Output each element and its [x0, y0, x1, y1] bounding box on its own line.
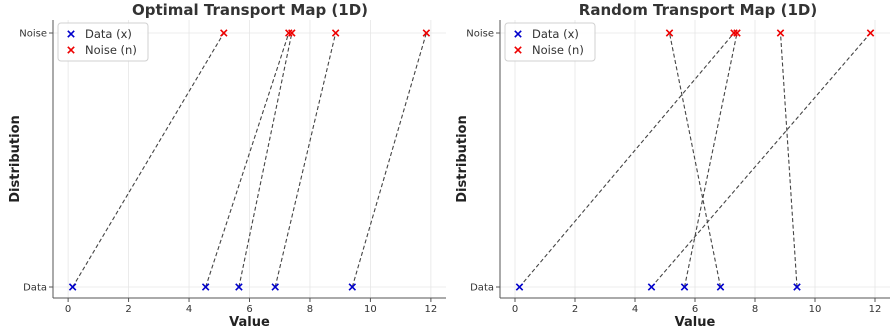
legend-marker	[67, 30, 75, 38]
noise-point	[733, 29, 741, 37]
noise-point	[331, 29, 340, 37]
data-point	[793, 283, 801, 291]
x-axis-label: Value	[229, 315, 270, 330]
x-tick-label: 8	[752, 304, 758, 315]
y-axis-label: Distribution	[455, 115, 470, 202]
data-point	[647, 283, 656, 291]
x-tick-label: 6	[692, 304, 698, 315]
x-tick-label: 10	[364, 304, 377, 315]
legend: Data (x) Noise (n)	[57, 22, 149, 62]
transport-line	[683, 32, 738, 288]
legend-label: Noise (n)	[532, 43, 584, 57]
data-point	[235, 283, 243, 291]
legend-marker	[67, 46, 75, 54]
noise-point	[220, 29, 228, 37]
legend-box	[57, 22, 149, 62]
transport-line	[238, 32, 293, 288]
x-tick-label: 4	[632, 304, 638, 315]
data-point	[716, 283, 725, 291]
x-tick-label: 2	[125, 304, 131, 315]
y-tick-label: Noise	[466, 29, 494, 40]
legend-box	[504, 22, 596, 62]
legend: Data (x) Noise (n)	[504, 22, 596, 62]
x-tick-label: 0	[65, 304, 71, 315]
noise-point	[288, 29, 296, 37]
x-tick-label: 10	[809, 304, 822, 315]
x-tick-label: 12	[869, 304, 882, 315]
legend-label: Data (x)	[532, 27, 579, 41]
transport-line	[779, 32, 798, 288]
noise-point	[866, 29, 875, 37]
transport-line	[351, 32, 427, 288]
chart-title: Optimal Transport Map (1D)	[132, 1, 368, 19]
x-tick-label: 12	[425, 304, 438, 315]
x-axis-label: Value	[675, 315, 716, 330]
transport-line	[72, 32, 225, 288]
legend-label: Noise (n)	[85, 43, 137, 57]
noise-point	[422, 29, 431, 37]
noise-point	[776, 29, 785, 37]
x-tick-label: 4	[186, 304, 192, 315]
y-tick-label: Data	[23, 283, 47, 294]
x-tick-label: 2	[572, 304, 578, 315]
x-tick-label: 0	[512, 304, 518, 315]
chart-panel-1: Optimal Transport Map (1D) 0 2 4 6 8 10 12 Data N…	[8, 1, 446, 330]
noise-point	[665, 29, 674, 37]
chart-title: Random Transport Map (1D)	[579, 1, 817, 19]
transport-line	[668, 32, 722, 288]
chart-panel-2: Random Transport Map (1D) 0 2 4 6 8 10 12 Data No…	[455, 1, 890, 330]
x-tick-label: 8	[307, 304, 313, 315]
transport-line	[274, 32, 337, 288]
transport-line	[519, 32, 735, 288]
data-point	[680, 283, 689, 291]
data-point	[515, 283, 524, 291]
data-point	[68, 283, 77, 291]
y-tick-label: Data	[470, 283, 494, 294]
data-point	[271, 283, 279, 291]
x-tick-label: 6	[246, 304, 252, 315]
legend-marker	[514, 46, 522, 54]
noise-point	[730, 29, 738, 37]
legend-label: Data (x)	[85, 27, 132, 41]
y-axis-label: Distribution	[8, 115, 23, 202]
transport-line	[651, 32, 871, 288]
noise-point	[285, 29, 293, 37]
y-tick-label: Noise	[19, 29, 47, 40]
legend-marker	[514, 30, 522, 38]
data-point	[348, 283, 357, 291]
transport-line	[205, 32, 290, 288]
data-point	[201, 283, 210, 291]
